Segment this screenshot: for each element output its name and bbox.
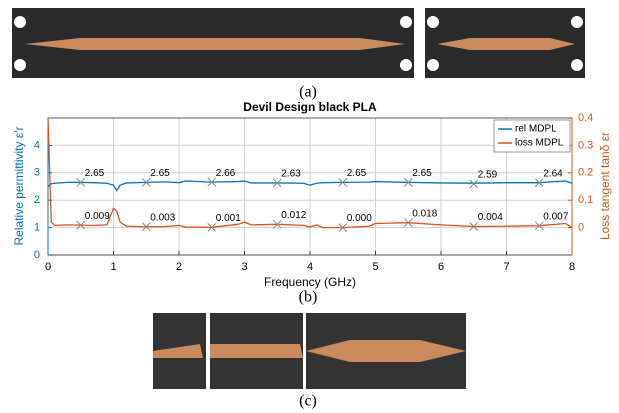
data-label: 2.59: [478, 170, 498, 181]
y-tick-label: 3: [34, 167, 40, 179]
y-tick-label: 2: [34, 194, 40, 206]
x-tick-label: 4: [307, 261, 313, 273]
y2-tick-label: 0.4: [578, 112, 593, 124]
data-label: 0.009: [85, 211, 110, 222]
data-label: 2.65: [85, 168, 105, 179]
y-tick-label: 0: [34, 249, 40, 261]
x-tick-label: 1: [110, 261, 116, 273]
y-tick-label: 4: [34, 139, 40, 151]
data-label: 2.65: [347, 168, 367, 179]
data-label: 0.001: [216, 213, 241, 224]
data-label: 0.012: [281, 210, 306, 221]
data-label: 0.004: [478, 212, 503, 223]
data-label: 0.003: [150, 212, 175, 223]
data-label: 0.000: [347, 213, 372, 224]
data-label: 0.018: [412, 208, 437, 219]
caption: (b): [299, 289, 318, 306]
y2-tick-label: 0.2: [578, 167, 593, 179]
legend-label: loss MDPL: [515, 138, 564, 149]
x-tick-label: 8: [569, 261, 575, 273]
legend-label: rel MDPL: [515, 124, 557, 135]
data-label: 2.65: [150, 168, 170, 179]
y2-tick-label: 0.1: [578, 194, 593, 206]
data-label: 2.63: [281, 169, 301, 180]
y2-axis-label: Loss tangent tanδ εr: [598, 132, 612, 240]
x-tick-label: 5: [372, 261, 378, 273]
x-tick-label: 2: [176, 261, 182, 273]
x-tick-label: 0: [45, 261, 51, 273]
marker: [470, 180, 478, 188]
x-tick-label: 3: [241, 261, 247, 273]
data-label: 0.007: [543, 211, 568, 222]
y2-tick-label: 0: [578, 222, 584, 234]
x-axis-label: Frequency (GHz): [264, 275, 356, 289]
photo-a: [12, 8, 585, 78]
data-label: 2.66: [216, 168, 236, 179]
y-axis-label: Relative permittivity ε′r: [12, 127, 26, 246]
data-label: 2.64: [543, 168, 563, 179]
y2-tick-label: 0.3: [578, 139, 593, 151]
chart-title: Devil Design black PLA: [243, 100, 377, 114]
x-tick-label: 6: [438, 261, 444, 273]
y-tick-label: 1: [34, 222, 40, 234]
caption: (c): [299, 393, 317, 410]
data-label: 2.65: [412, 168, 432, 179]
caption: (a): [299, 84, 317, 101]
x-tick-label: 7: [503, 261, 509, 273]
photo-c: [153, 313, 466, 389]
figure: (a) (c) (b) Devil Design black PLA Frequ…: [0, 0, 619, 413]
